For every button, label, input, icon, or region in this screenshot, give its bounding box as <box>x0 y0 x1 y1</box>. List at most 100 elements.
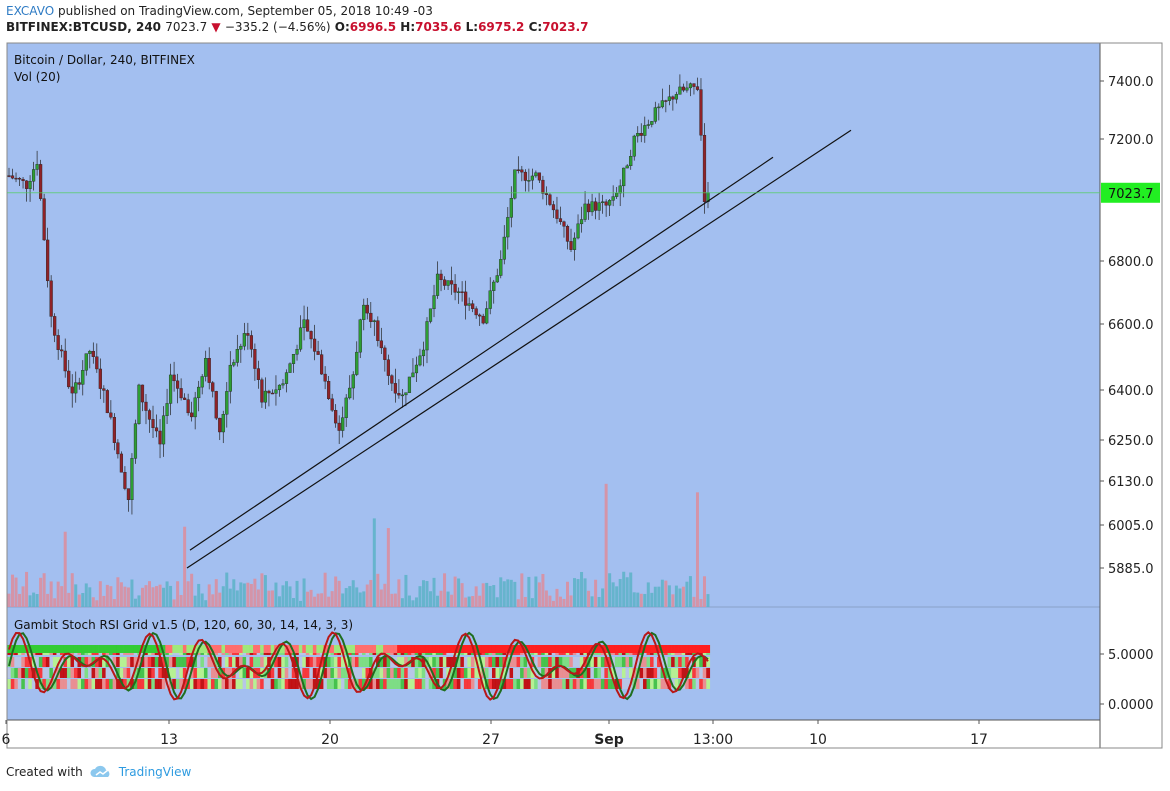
stoch-grid-cell <box>38 668 43 678</box>
stoch-grid-cell <box>14 668 19 678</box>
stoch-grid-cell <box>678 668 682 678</box>
stoch-grid-cell <box>685 657 689 667</box>
stoch-grid-cell <box>207 679 212 689</box>
stoch-grid-cell <box>260 679 264 689</box>
volume-bar <box>383 583 387 607</box>
stoch-grid-cell <box>692 668 697 678</box>
candle-body <box>144 401 148 411</box>
stoch-top-cell <box>439 645 444 653</box>
stoch-grid-cell <box>175 657 180 667</box>
stoch-grid-cell <box>210 679 215 689</box>
volume-bar <box>77 594 81 607</box>
stoch-top-cell <box>667 645 672 653</box>
stoch-grid-cell <box>242 668 247 678</box>
candle-body <box>183 397 187 400</box>
candle-body <box>674 94 678 100</box>
candle-body <box>102 388 106 391</box>
candle-body <box>126 488 131 501</box>
stoch-top-cell <box>421 645 426 653</box>
candle-body <box>95 356 99 370</box>
volume-bar <box>253 578 257 607</box>
stoch-grid-cell <box>253 657 257 667</box>
stoch-grid-cell <box>614 679 619 689</box>
candle-body <box>639 133 643 136</box>
candle-body <box>24 180 29 189</box>
volume-bar <box>158 584 162 607</box>
stoch-grid-cell <box>210 668 215 678</box>
candle-body <box>604 201 608 206</box>
volume-bar <box>573 578 577 607</box>
stoch-grid-cell <box>463 657 468 667</box>
stoch-grid-cell <box>667 679 672 689</box>
stoch-grid-cell <box>621 679 626 689</box>
candle-body <box>453 283 457 293</box>
stoch-top-cell <box>112 645 117 653</box>
volume-bar <box>590 596 594 607</box>
candle-body <box>516 169 520 171</box>
candle-body <box>7 175 11 177</box>
stoch-grid-cell <box>330 668 335 678</box>
stoch-grid-cell <box>376 679 380 689</box>
x-tick-label: 20 <box>321 732 339 748</box>
author-link[interactable]: EXCAVO <box>6 4 55 18</box>
stoch-grid-cell <box>386 679 391 689</box>
y-tick-label: 6600.0 <box>1108 318 1154 333</box>
candle-body <box>643 125 647 136</box>
candle-body <box>91 350 95 357</box>
stoch-top-cell <box>130 645 134 653</box>
stoch-top-cell <box>453 645 458 653</box>
candle-body <box>109 412 113 418</box>
volume-bar <box>436 595 440 607</box>
stoch-top-cell <box>386 645 391 653</box>
stoch-grid-cell <box>664 668 668 678</box>
volume-bar <box>200 593 204 607</box>
volume-bar <box>218 592 222 607</box>
stoch-top-cell <box>260 645 264 653</box>
volume-bar <box>32 592 36 607</box>
stoch-top-cell <box>685 645 689 653</box>
candle-body <box>263 390 268 403</box>
candle-body <box>298 327 303 350</box>
stoch-grid-cell <box>182 668 187 678</box>
stoch-grid-cell <box>411 668 416 678</box>
tradingview-link[interactable]: TradingView <box>118 765 192 779</box>
stoch-grid-cell <box>569 679 574 689</box>
stoch-grid-cell <box>685 668 689 678</box>
candle-body <box>207 358 211 383</box>
stoch-top-cell <box>474 645 479 653</box>
stoch-top-cell <box>534 645 538 653</box>
candle-body <box>105 390 109 414</box>
stoch-grid-cell <box>337 679 342 689</box>
stoch-top-cell <box>481 645 486 653</box>
candle-body <box>46 239 50 282</box>
stoch-grid-cell <box>309 668 314 678</box>
stoch-grid-cell <box>614 657 619 667</box>
stoch-top-cell <box>664 645 668 653</box>
stoch-grid-cell <box>456 657 461 667</box>
candle-body <box>228 364 232 392</box>
stoch-top-cell <box>172 645 177 653</box>
stoch-grid-cell <box>513 668 517 678</box>
stoch-grid-cell <box>221 657 226 667</box>
volume-bar <box>313 596 317 607</box>
stoch-top-cell <box>576 645 581 653</box>
stoch-grid-cell <box>386 668 391 678</box>
volume-bar <box>429 591 433 607</box>
stoch-grid-cell <box>21 657 26 667</box>
stoch-grid-cell <box>200 657 205 667</box>
stoch-grid-cell <box>105 668 110 678</box>
stoch-grid-cell <box>270 679 275 689</box>
stoch-grid-cell <box>24 679 29 689</box>
stoch-grid-cell <box>42 668 47 678</box>
stoch-grid-cell <box>650 679 654 689</box>
volume-bar <box>414 597 418 607</box>
stoch-top-cell <box>491 645 496 653</box>
candle-body <box>42 198 46 241</box>
stoch-grid-cell <box>133 657 138 667</box>
stoch-grid-cell <box>158 668 163 678</box>
stoch-top-cell <box>186 645 191 653</box>
stoch-grid-cell <box>614 668 619 678</box>
candle-body <box>316 351 320 355</box>
volume-bar <box>183 526 187 607</box>
